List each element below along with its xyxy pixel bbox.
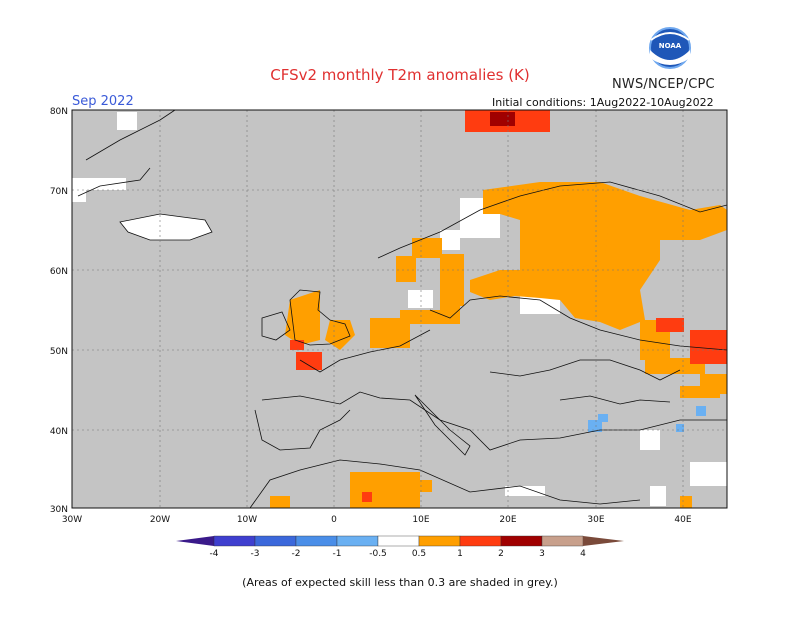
warm-anomaly-2-3 bbox=[490, 112, 515, 126]
agency-label: NWS/NCEP/CPC bbox=[612, 77, 715, 92]
lat-label: 30N bbox=[50, 505, 68, 515]
colorbar-max-arrow bbox=[583, 536, 624, 546]
graticule bbox=[72, 110, 727, 508]
colorbar-label: -3 bbox=[251, 549, 260, 559]
lat-label: 80N bbox=[50, 107, 68, 117]
latitude-axis: 80N 70N 60N 50N 40N 30N bbox=[50, 107, 68, 515]
colorbar-label: -1 bbox=[333, 549, 342, 559]
initial-conditions: Initial conditions: 1Aug2022-10Aug2022 bbox=[492, 96, 714, 109]
lon-label: 10E bbox=[412, 515, 429, 525]
forecast-period: Sep 2022 bbox=[72, 94, 134, 109]
colorbar-segment bbox=[254, 535, 297, 547]
colorbar-label: 2 bbox=[498, 549, 504, 559]
colorbar-segment bbox=[500, 535, 543, 547]
colorbar-segment bbox=[377, 535, 420, 547]
noaa-logo: NOAA bbox=[649, 27, 691, 69]
colorbar-label: 0.5 bbox=[412, 549, 426, 559]
colorbar-segment bbox=[418, 535, 461, 547]
chart-title: CFSv2 monthly T2m anomalies (K) bbox=[270, 66, 530, 84]
warm-anomaly-0p5-1 bbox=[270, 182, 727, 508]
colorbar-segment bbox=[541, 535, 584, 547]
warm-anomaly-1-2 bbox=[290, 110, 727, 502]
colorbar-segment bbox=[459, 535, 502, 547]
colorbar-segment bbox=[336, 535, 379, 547]
cool-anomaly-specks bbox=[588, 406, 706, 432]
coastlines bbox=[77, 109, 728, 509]
logo-lettering: NOAA bbox=[659, 42, 682, 50]
lon-label: 0 bbox=[331, 515, 337, 525]
lat-label: 50N bbox=[50, 347, 68, 357]
lon-label: 10W bbox=[237, 515, 257, 525]
colorbar-segment bbox=[295, 535, 338, 547]
longitude-axis: 30W 20W 10W 0 10E 20E 30E 40E bbox=[62, 515, 692, 525]
colorbar-label: -2 bbox=[292, 549, 301, 559]
lon-label: 20W bbox=[150, 515, 170, 525]
lat-label: 40N bbox=[50, 427, 68, 437]
colorbar-label: -0.5 bbox=[369, 549, 387, 559]
lon-label: 30E bbox=[587, 515, 604, 525]
colorbar: -4 -3 -2 -1 -0.5 0.5 1 2 3 4 bbox=[176, 535, 624, 559]
colorbar-label: -4 bbox=[210, 549, 219, 559]
colorbar-label: 4 bbox=[580, 549, 586, 559]
lat-label: 70N bbox=[50, 187, 68, 197]
colorbar-min-arrow bbox=[176, 536, 214, 546]
skill-note: (Areas of expected skill less than 0.3 a… bbox=[242, 576, 558, 589]
map-frame bbox=[71, 109, 728, 509]
colorbar-label: 1 bbox=[457, 549, 463, 559]
colorbar-label: 3 bbox=[539, 549, 545, 559]
lon-label: 40E bbox=[674, 515, 691, 525]
lat-label: 60N bbox=[50, 267, 68, 277]
lon-label: 20E bbox=[499, 515, 516, 525]
colorbar-segment bbox=[213, 535, 256, 547]
lon-label: 30W bbox=[62, 515, 82, 525]
